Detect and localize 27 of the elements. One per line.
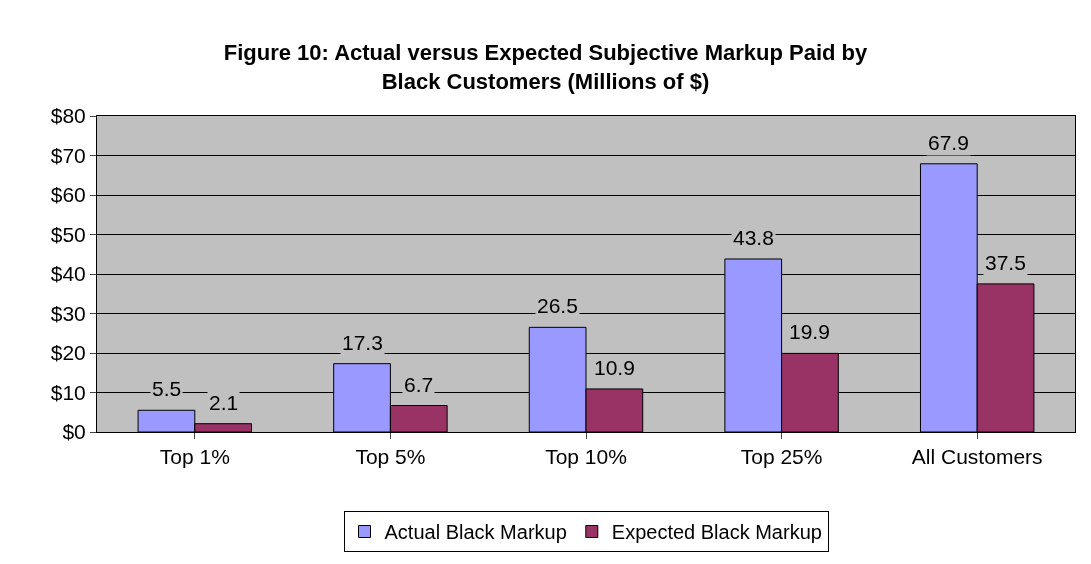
x-tick-label: Top 25% <box>740 445 823 469</box>
legend-label: Actual Black Markup <box>384 521 567 544</box>
y-tick-label: $70 <box>50 143 86 167</box>
y-tick-label: $80 <box>50 104 86 128</box>
chart-title: Figure 10: Actual versus Expected Subjective Markup Paid by Black Customers (Millions of $) <box>223 40 869 94</box>
data-label: 17.3 <box>342 331 383 354</box>
legend-label: Expected Black Markup <box>611 521 822 544</box>
data-label: 5.5 <box>152 377 182 400</box>
y-tick-label: $60 <box>50 183 86 207</box>
data-label: 6.7 <box>404 373 434 396</box>
x-tick-label: Top 1% <box>159 445 230 469</box>
y-tick-label: $30 <box>50 301 86 325</box>
y-tick-label: $0 <box>62 420 86 444</box>
x-tick-label: All Customers <box>911 445 1043 469</box>
y-tick-label: $20 <box>50 341 86 365</box>
data-label: 26.5 <box>537 294 578 317</box>
x-tick-label: Top 10% <box>545 445 627 469</box>
x-tick-label: Top 5% <box>355 445 426 469</box>
y-tick-label: $50 <box>50 222 86 246</box>
data-label: 2.1 <box>209 391 239 414</box>
data-label: 67.9 <box>928 131 969 154</box>
y-tick-label: $40 <box>50 262 86 286</box>
data-label: 43.8 <box>733 226 774 249</box>
data-label: 10.9 <box>594 356 635 379</box>
data-label: 37.5 <box>985 251 1026 274</box>
data-label: 19.9 <box>789 320 830 343</box>
y-tick-label: $10 <box>50 380 86 404</box>
